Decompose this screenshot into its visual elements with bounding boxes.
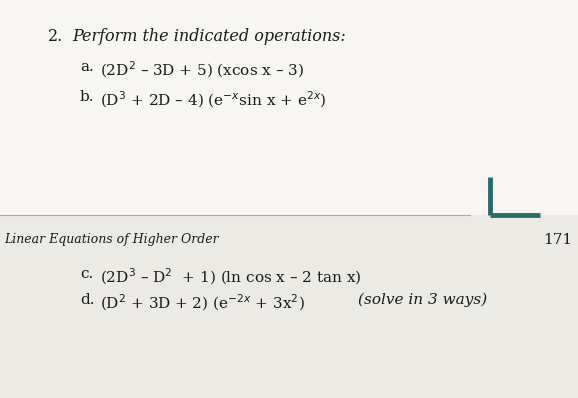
Text: c.: c. [80, 267, 93, 281]
Text: b.: b. [80, 90, 94, 104]
Text: 171: 171 [543, 233, 572, 247]
Text: Linear Equations of Higher Order: Linear Equations of Higher Order [4, 233, 218, 246]
Text: 2.: 2. [48, 28, 63, 45]
Text: (D$^{2}$ + 3D + 2) (e$^{-2x}$ + 3x$^{2}$): (D$^{2}$ + 3D + 2) (e$^{-2x}$ + 3x$^{2}$… [100, 293, 305, 313]
Text: (2D$^{3}$ – D$^{2}$  + 1) (ln cos x – 2 tan x): (2D$^{3}$ – D$^{2}$ + 1) (ln cos x – 2 t… [100, 267, 362, 287]
Text: a.: a. [80, 60, 94, 74]
Text: (2D$^{2}$ – 3D + 5) (xcos x – 3): (2D$^{2}$ – 3D + 5) (xcos x – 3) [100, 60, 304, 80]
Text: (solve in 3 ways): (solve in 3 ways) [358, 293, 487, 307]
Text: (D$^{3}$ + 2D – 4) (e$^{-x}$sin x + e$^{2x}$): (D$^{3}$ + 2D – 4) (e$^{-x}$sin x + e$^{… [100, 90, 327, 110]
Bar [0, 215, 578, 398]
Text: Perform the indicated operations:: Perform the indicated operations: [72, 28, 346, 45]
Bar [0, 0, 578, 215]
Text: d.: d. [80, 293, 94, 307]
